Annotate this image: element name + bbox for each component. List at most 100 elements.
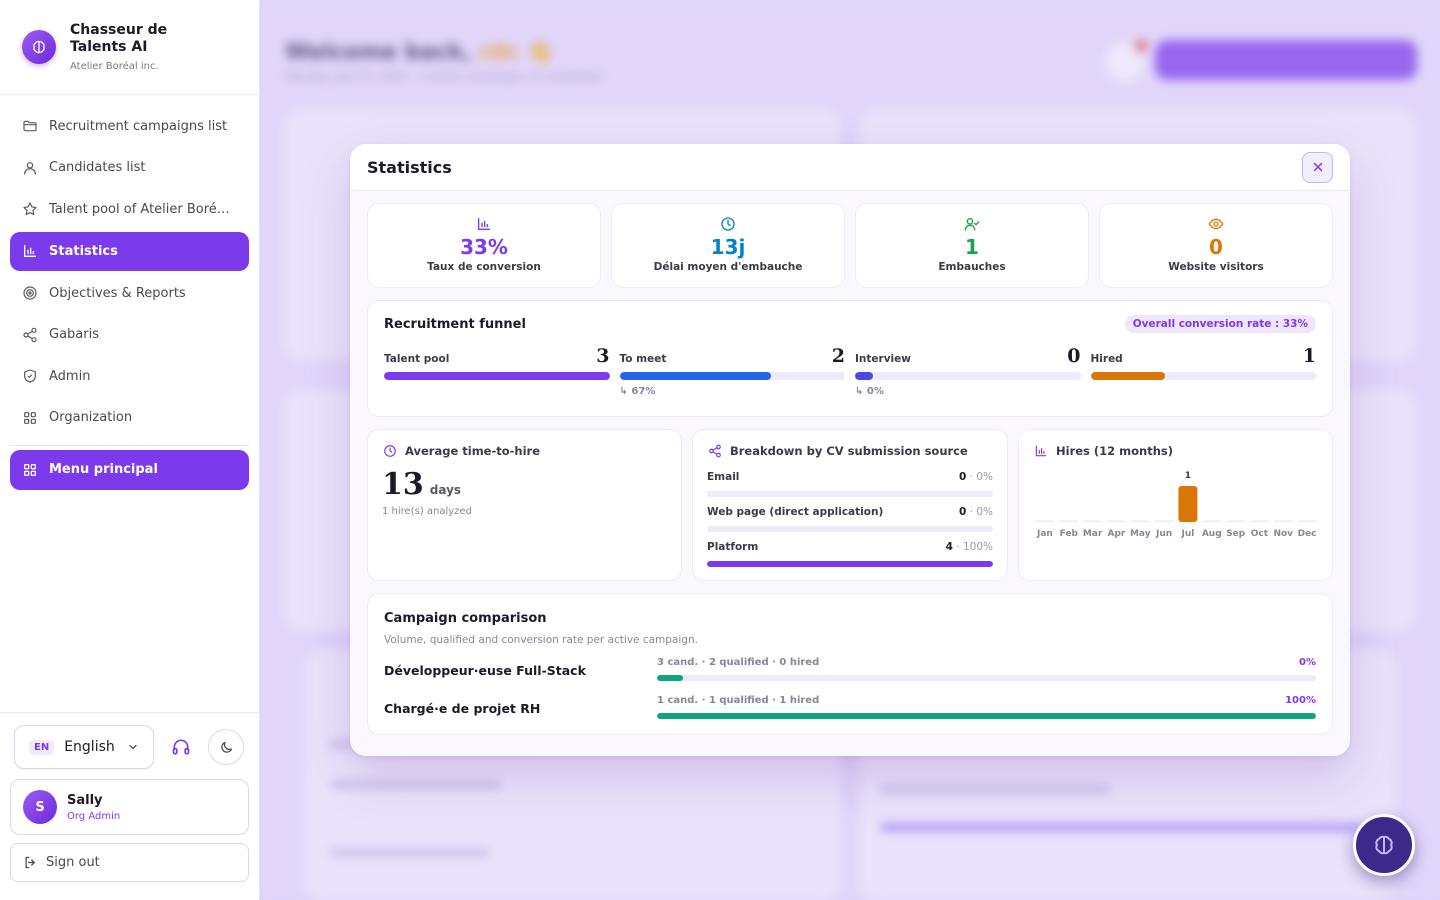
clock-icon bbox=[721, 217, 735, 231]
bg-line bbox=[880, 823, 1360, 832]
language-select[interactable]: EN English bbox=[14, 725, 154, 769]
kpi-label: Délai moyen d'embauche bbox=[653, 261, 803, 273]
funnel-stage: Interview 0 ↳ 0% bbox=[855, 345, 1081, 398]
sidebar-item-objectives[interactable]: Objectives & Reports bbox=[10, 274, 249, 312]
sign-out-label: Sign out bbox=[46, 855, 100, 870]
sign-out-button[interactable]: Sign out bbox=[10, 843, 249, 882]
time-to-hire-card: Average time-to-hire 13 days 1 hire(s) a… bbox=[367, 429, 682, 581]
card-title: Hires (12 months) bbox=[1056, 444, 1174, 458]
bar-apr bbox=[1106, 520, 1126, 522]
brand: Chasseur de Talents AI Atelier Boréal in… bbox=[0, 0, 259, 95]
grid-icon bbox=[24, 411, 36, 424]
language-label: English bbox=[64, 739, 115, 755]
sidebar-item-campaigns[interactable]: Recruitment campaigns list bbox=[10, 107, 249, 145]
stage-name: Hired bbox=[1090, 353, 1123, 365]
user-name: Sally bbox=[67, 792, 103, 808]
kpi-label: Taux de conversion bbox=[427, 261, 541, 273]
tick-label-dec: Dec bbox=[1298, 529, 1317, 539]
stage-pct: ↳ 0% bbox=[855, 386, 884, 397]
source-count: 0 bbox=[959, 506, 967, 518]
bg-line bbox=[330, 780, 500, 789]
bar-feb bbox=[1059, 520, 1079, 522]
kpi-label: Website visitors bbox=[1168, 261, 1264, 273]
bg-new-campaign-button bbox=[1155, 40, 1417, 80]
support-button[interactable] bbox=[163, 729, 199, 765]
campaign-row[interactable]: Développeur·euse Full-Stack 3 cand. · 2 … bbox=[384, 657, 1316, 681]
source-row: Email 0 · 0% bbox=[693, 471, 1007, 497]
campaign-row[interactable]: Chargé·e de projet RH 1 cand. · 1 qualif… bbox=[384, 695, 1316, 719]
sidebar-item-statistics[interactable]: Statistics bbox=[10, 231, 249, 271]
bar-jan bbox=[1035, 520, 1055, 522]
bar-nov bbox=[1273, 520, 1293, 522]
tick-label-sep: Sep bbox=[1226, 529, 1246, 539]
headphones-icon bbox=[172, 739, 190, 755]
kpi-time-to-hire: 13j Délai moyen d'embauche bbox=[611, 203, 845, 288]
kpi-value: 1 bbox=[965, 235, 979, 259]
sidebar-item-gabaris[interactable]: Gabaris bbox=[10, 316, 249, 354]
ai-assistant-button[interactable] bbox=[1353, 814, 1415, 876]
main-menu-button[interactable]: Menu principal bbox=[10, 449, 249, 490]
card-title: Average time-to-hire bbox=[405, 444, 541, 458]
sidebar-item-label: Organization bbox=[49, 410, 133, 425]
sidebar-item-label: Talent pool of Atelier Boré… bbox=[49, 201, 230, 217]
statistics-modal: Statistics 33% Taux de conversion 13j Dé… bbox=[350, 144, 1350, 756]
main-menu-label: Menu principal bbox=[49, 462, 158, 477]
time-to-hire-value: 13 bbox=[382, 467, 424, 502]
bg-greeting: Welcome back, rdc 👋 bbox=[285, 40, 554, 65]
stage-bar bbox=[1090, 372, 1165, 380]
bar-aug bbox=[1202, 520, 1222, 522]
funnel-stage: To meet 2 ↳ 67% bbox=[619, 345, 845, 398]
language-code: EN bbox=[29, 739, 55, 755]
sidebar-item-label: Admin bbox=[49, 368, 91, 384]
bar-chart-icon bbox=[1035, 445, 1047, 457]
close-button[interactable] bbox=[1302, 151, 1333, 183]
sidebar-nav: Recruitment campaigns list Candidates li… bbox=[0, 95, 259, 490]
shield-icon bbox=[24, 369, 36, 383]
bg-line bbox=[880, 785, 1110, 794]
campaign-rate-bar bbox=[657, 675, 684, 681]
card-title: Breakdown by CV submission source bbox=[730, 444, 968, 458]
theme-toggle-button[interactable] bbox=[208, 729, 244, 765]
campaign-comparison-card: Campaign comparison Volume, qualified an… bbox=[367, 593, 1333, 735]
funnel-stage: Talent pool 3 bbox=[384, 345, 610, 398]
sidebar-item-talent-pool[interactable]: Talent pool of Atelier Boré… bbox=[10, 190, 249, 228]
tick-label-aug: Aug bbox=[1202, 529, 1222, 539]
hires-bar-chart: Jan Feb Mar Apr May Jun Jul 1 Aug Sep Oct Nov Dec bbox=[1035, 471, 1317, 539]
sidebar-item-candidates[interactable]: Candidates list bbox=[10, 149, 249, 187]
bar-mar bbox=[1083, 520, 1103, 522]
source-pct: · 100% bbox=[952, 541, 993, 553]
modal-title: Statistics bbox=[367, 157, 452, 177]
bar-may bbox=[1130, 520, 1150, 522]
comparison-subtitle: Volume, qualified and conversion rate pe… bbox=[384, 634, 698, 646]
campaign-name: Chargé·e de projet RH bbox=[384, 701, 541, 716]
grid-icon bbox=[23, 463, 36, 476]
tick-label-apr: Apr bbox=[1107, 529, 1125, 539]
campaign-meta: 3 cand. · 2 qualified · 0 hired bbox=[657, 657, 820, 668]
tick-label-nov: Nov bbox=[1273, 529, 1293, 539]
data-label-jul: 1 bbox=[1185, 471, 1191, 481]
share-icon bbox=[709, 444, 721, 458]
source-name: Email bbox=[707, 471, 740, 483]
user-role: Org Admin bbox=[67, 810, 121, 822]
source-row: Web page (direct application) 0 · 0% bbox=[693, 506, 1007, 532]
bar-jul bbox=[1178, 486, 1198, 522]
sidebar-item-organization[interactable]: Organization bbox=[10, 399, 249, 437]
sidebar-item-admin[interactable]: Admin bbox=[10, 357, 249, 395]
modal-header: Statistics bbox=[350, 144, 1350, 191]
bar-chart-icon bbox=[24, 245, 36, 257]
brand-org: Atelier Boréal inc. bbox=[70, 61, 159, 72]
tick-label-feb: Feb bbox=[1060, 529, 1079, 539]
source-pct: · 0% bbox=[966, 506, 993, 518]
tick-label-may: May bbox=[1130, 529, 1151, 539]
bar-sep bbox=[1226, 520, 1246, 522]
eye-icon bbox=[1208, 218, 1224, 230]
source-bar bbox=[707, 561, 993, 567]
user-profile-card[interactable]: S Sally Org Admin bbox=[10, 779, 249, 835]
overall-conversion-badge: Overall conversion rate : 33% bbox=[1124, 315, 1316, 333]
stage-bar bbox=[619, 372, 771, 380]
source-count: 4 bbox=[945, 541, 953, 553]
source-name: Web page (direct application) bbox=[707, 506, 884, 518]
stage-bar bbox=[855, 372, 874, 380]
clock-icon bbox=[384, 445, 396, 457]
kpi-label: Embauches bbox=[938, 261, 1006, 273]
